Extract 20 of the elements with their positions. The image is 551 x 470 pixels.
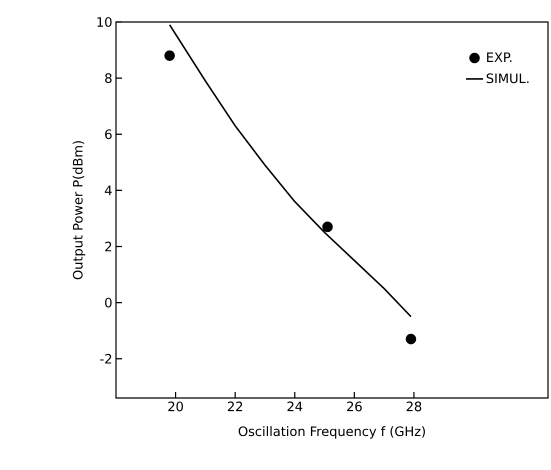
x-tick-label: 22 <box>228 402 242 412</box>
legend-label: EXP. <box>487 52 512 62</box>
y-tick-label: 10 <box>97 17 112 27</box>
x-tick-label: 28 <box>406 402 422 412</box>
line-series <box>168 24 412 318</box>
y-tick-label: 4 <box>104 186 112 196</box>
x-axis-title: Oscillation Frequency f (GHz) <box>238 426 425 439</box>
y-tick-label: -2 <box>100 354 112 364</box>
y-tick-label: 2 <box>105 242 112 252</box>
point <box>406 334 416 344</box>
point <box>164 50 175 61</box>
x-tick-label: 24 <box>287 402 302 412</box>
x-tick-label: 20 <box>168 402 183 412</box>
point <box>322 222 333 232</box>
y-tick-label: 0 <box>105 298 112 308</box>
y-tick-label: 6 <box>105 129 112 140</box>
x-tick-label: 26 <box>347 402 362 412</box>
y-axis-title: Output Power P(dBm) <box>72 141 86 280</box>
legend-label: SIMUL. <box>486 73 528 84</box>
y-tick-label: 8 <box>105 73 112 84</box>
